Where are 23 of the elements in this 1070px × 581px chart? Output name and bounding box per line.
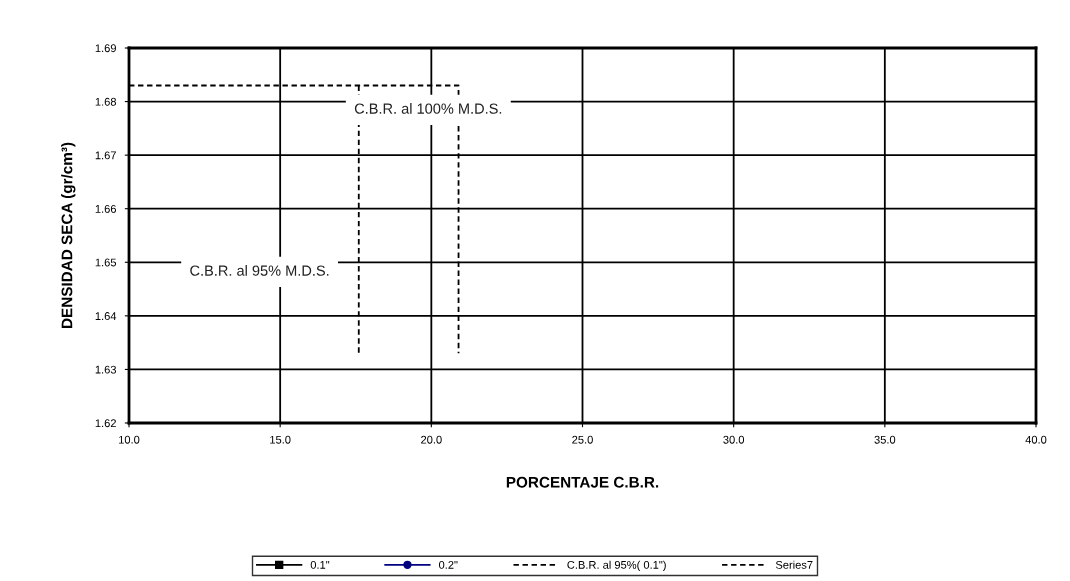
legend-label: C.B.R. al 95%( 0.1") xyxy=(567,560,666,571)
x-axis-title: PORCENTAJE C.B.R. xyxy=(506,476,659,488)
y-axis-title: DENSIDAD SECA (gr/cm³) xyxy=(61,142,76,328)
x-tick-label: 10.0 xyxy=(119,435,140,444)
y-tick-label: 1.62 xyxy=(95,419,116,428)
x-tick-label: 40.0 xyxy=(1025,435,1047,444)
y-tick-label: 1.67 xyxy=(95,151,116,160)
annotation: C.B.R. al 100% M.D.S. xyxy=(354,103,502,114)
annotation: C.B.R. al 95% M.D.S. xyxy=(190,265,329,276)
x-tick-label: 20.0 xyxy=(421,435,442,444)
y-tick-label: 1.68 xyxy=(95,97,117,106)
y-tick-label: 1.69 xyxy=(95,44,116,53)
y-tick-label: 1.63 xyxy=(95,365,117,374)
x-tick-label: 15.0 xyxy=(270,435,291,444)
legend-label: Series7 xyxy=(775,560,813,569)
x-tick-label: 25.0 xyxy=(572,435,593,444)
y-tick-label: 1.64 xyxy=(95,312,117,320)
x-tick-label: 35.0 xyxy=(874,435,896,444)
legend-label: 0.1" xyxy=(310,560,330,569)
y-tick-label: 1.65 xyxy=(95,258,117,267)
x-tick-label: 30.0 xyxy=(723,435,745,444)
legend-label: 0.2" xyxy=(438,560,458,569)
y-tick-label: 1.66 xyxy=(95,204,117,213)
